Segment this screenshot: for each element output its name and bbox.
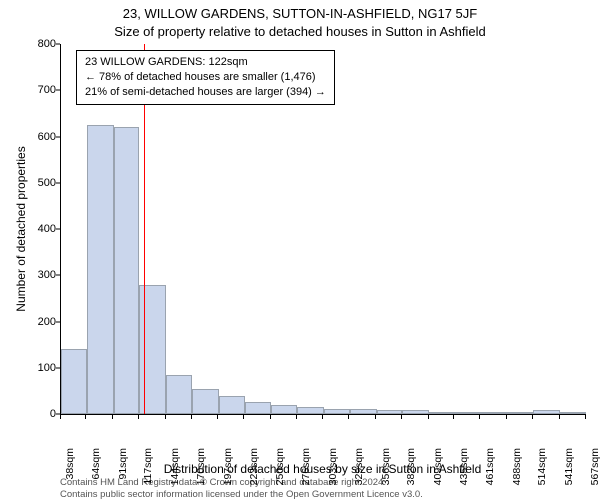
x-tick-mark (112, 415, 113, 419)
x-axis-label: Distribution of detached houses by size … (60, 462, 585, 476)
annotation-line: ← 78% of detached houses are smaller (1,… (85, 70, 326, 85)
x-tick-label: 435sqm (458, 448, 470, 500)
x-tick-mark (322, 415, 323, 419)
license-line1: Contains HM Land Registry data © Crown c… (60, 477, 585, 488)
license-text: Contains HM Land Registry data © Crown c… (60, 477, 585, 500)
y-tick-label: 300 (30, 269, 56, 281)
x-tick-mark (138, 415, 139, 419)
y-tick-label: 500 (30, 177, 56, 189)
x-tick-label: 117sqm (142, 448, 154, 500)
x-tick-label: 514sqm (536, 448, 548, 500)
x-tick-label: 488sqm (511, 448, 523, 500)
histogram-bar (61, 349, 87, 414)
histogram-bar (508, 412, 534, 414)
x-tick-label: 382sqm (405, 448, 417, 500)
x-tick-mark (506, 415, 507, 419)
chart-title-line1: 23, WILLOW GARDENS, SUTTON-IN-ASHFIELD, … (0, 6, 600, 21)
histogram-bar (377, 410, 403, 414)
x-tick-label: 144sqm (169, 448, 181, 500)
x-tick-label: 303sqm (327, 448, 339, 500)
chart-container: { "chart": { "type": "histogram", "title… (0, 0, 600, 500)
license-line2: Contains public sector information licen… (60, 489, 585, 500)
histogram-bar (192, 389, 219, 414)
annotation-box: 23 WILLOW GARDENS: 122sqm← 78% of detach… (76, 50, 335, 105)
histogram-bar (219, 396, 245, 415)
y-tick-label: 700 (30, 84, 56, 96)
x-tick-mark (217, 415, 218, 419)
histogram-bar (245, 402, 272, 414)
x-tick-label: 170sqm (195, 448, 207, 500)
histogram-bar (114, 127, 140, 414)
histogram-bar (402, 410, 429, 414)
x-tick-label: 461sqm (484, 448, 496, 500)
x-tick-label: 64sqm (90, 448, 102, 500)
histogram-bar (166, 375, 192, 414)
x-tick-mark (165, 415, 166, 419)
histogram-bar (429, 412, 455, 414)
y-tick-mark (56, 136, 60, 137)
x-tick-label: 38sqm (64, 448, 76, 500)
x-tick-label: 250sqm (274, 448, 286, 500)
x-tick-mark (479, 415, 480, 419)
x-tick-mark (243, 415, 244, 419)
histogram-bar (297, 407, 324, 414)
x-tick-mark (532, 415, 533, 419)
x-tick-label: 567sqm (589, 448, 600, 500)
x-tick-mark (453, 415, 454, 419)
y-tick-mark (56, 367, 60, 368)
x-tick-mark (559, 415, 560, 419)
x-tick-label: 197sqm (222, 448, 234, 500)
histogram-bar (324, 409, 350, 414)
x-tick-label: 329sqm (353, 448, 365, 500)
y-tick-label: 100 (30, 362, 56, 374)
x-tick-label: 541sqm (563, 448, 575, 500)
y-tick-label: 0 (30, 408, 56, 420)
histogram-bar (481, 412, 508, 414)
x-tick-mark (428, 415, 429, 419)
y-tick-label: 400 (30, 223, 56, 235)
x-tick-mark (85, 415, 86, 419)
x-tick-label: 409sqm (432, 448, 444, 500)
x-tick-mark (191, 415, 192, 419)
histogram-bar (560, 412, 586, 414)
y-tick-label: 200 (30, 316, 56, 328)
x-tick-label: 276sqm (300, 448, 312, 500)
annotation-line: 21% of semi-detached houses are larger (… (85, 85, 326, 100)
x-tick-mark (401, 415, 402, 419)
x-tick-label: 356sqm (380, 448, 392, 500)
x-tick-label: 223sqm (248, 448, 260, 500)
histogram-bar (271, 405, 297, 414)
histogram-bar (87, 125, 114, 414)
histogram-bar (455, 412, 481, 414)
y-tick-mark (56, 182, 60, 183)
x-tick-mark (296, 415, 297, 419)
y-tick-mark (56, 44, 60, 45)
y-tick-mark (56, 229, 60, 230)
x-tick-mark (375, 415, 376, 419)
y-tick-label: 800 (30, 38, 56, 50)
y-tick-label: 600 (30, 131, 56, 143)
y-tick-mark (56, 321, 60, 322)
histogram-bar (350, 409, 377, 414)
x-tick-mark (60, 415, 61, 419)
x-tick-label: 91sqm (117, 448, 129, 500)
y-tick-mark (56, 90, 60, 91)
y-tick-mark (56, 275, 60, 276)
x-tick-mark (270, 415, 271, 419)
x-tick-mark (348, 415, 349, 419)
annotation-line: 23 WILLOW GARDENS: 122sqm (85, 55, 326, 70)
chart-title-line2: Size of property relative to detached ho… (0, 24, 600, 39)
x-tick-mark (585, 415, 586, 419)
histogram-bar (533, 410, 560, 414)
